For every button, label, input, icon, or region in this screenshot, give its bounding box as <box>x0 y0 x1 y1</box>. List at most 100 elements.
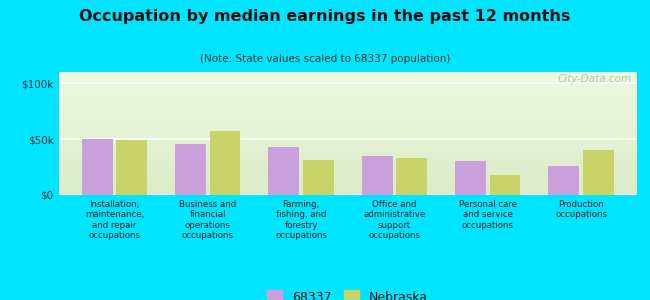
Bar <box>58 83 637 84</box>
Bar <box>58 142 637 143</box>
Bar <box>58 173 637 174</box>
Bar <box>58 137 637 138</box>
Bar <box>58 141 637 142</box>
Bar <box>58 111 637 112</box>
Bar <box>58 92 637 93</box>
Bar <box>58 105 637 106</box>
Bar <box>58 149 637 151</box>
Bar <box>58 136 637 137</box>
Bar <box>58 84 637 86</box>
Bar <box>303 160 333 195</box>
Bar <box>58 72 637 73</box>
Bar <box>58 101 637 103</box>
Bar <box>58 186 637 188</box>
Bar <box>58 127 637 129</box>
Bar <box>549 166 579 195</box>
Bar <box>58 78 637 80</box>
Bar <box>58 148 637 149</box>
Bar <box>396 158 427 195</box>
Bar <box>58 182 637 183</box>
Bar <box>58 131 637 132</box>
Bar <box>58 170 637 172</box>
Bar <box>58 153 637 154</box>
Bar <box>58 112 637 114</box>
Bar <box>58 143 637 145</box>
Bar <box>58 122 637 124</box>
Bar <box>58 129 637 130</box>
Bar <box>58 164 637 166</box>
Bar <box>58 184 637 185</box>
Bar <box>58 159 637 160</box>
Bar <box>58 114 637 115</box>
Text: City-Data.com: City-Data.com <box>557 74 631 85</box>
Bar <box>455 161 486 195</box>
Bar <box>58 146 637 147</box>
Bar <box>58 191 637 193</box>
Bar <box>58 100 637 101</box>
Bar <box>58 154 637 156</box>
Bar <box>58 168 637 169</box>
Text: Occupation by median earnings in the past 12 months: Occupation by median earnings in the pas… <box>79 9 571 24</box>
Bar <box>58 179 637 180</box>
Bar <box>58 93 637 94</box>
Bar <box>58 94 637 95</box>
Bar <box>58 124 637 125</box>
Bar <box>58 156 637 157</box>
Bar <box>58 169 637 170</box>
Bar <box>58 152 637 153</box>
Bar <box>58 108 637 109</box>
Bar <box>58 176 637 178</box>
Bar <box>58 183 637 184</box>
Bar <box>58 174 637 175</box>
Bar <box>58 88 637 89</box>
Bar <box>58 178 637 179</box>
Bar <box>58 138 637 140</box>
Bar <box>58 119 637 120</box>
Bar <box>58 120 637 121</box>
Bar <box>58 116 637 118</box>
Bar <box>210 131 240 195</box>
Bar <box>58 134 637 135</box>
Bar <box>58 145 637 146</box>
Bar <box>58 98 637 99</box>
Bar <box>58 166 637 167</box>
Bar <box>58 104 637 105</box>
Bar <box>58 130 637 131</box>
Bar <box>58 87 637 88</box>
Bar <box>58 89 637 90</box>
Bar <box>58 80 637 81</box>
Bar <box>268 147 299 195</box>
Bar <box>58 126 637 127</box>
Bar <box>58 189 637 190</box>
Bar <box>583 150 614 195</box>
Bar <box>82 139 112 195</box>
Bar <box>58 180 637 181</box>
Bar <box>58 103 637 104</box>
Bar <box>489 175 521 195</box>
Bar <box>58 121 637 122</box>
Bar <box>58 97 637 98</box>
Bar <box>58 194 637 195</box>
Bar <box>58 109 637 110</box>
Bar <box>58 163 637 164</box>
Bar <box>58 140 637 141</box>
Bar <box>58 160 637 162</box>
Bar <box>58 81 637 82</box>
Bar <box>58 85 637 87</box>
Bar <box>116 140 147 195</box>
Bar <box>58 185 637 186</box>
Bar <box>58 95 637 97</box>
Bar <box>58 132 637 134</box>
Bar <box>58 77 637 78</box>
Bar <box>58 135 637 136</box>
Bar <box>58 106 637 108</box>
Bar <box>58 151 637 152</box>
Bar <box>58 118 637 119</box>
Bar <box>58 99 637 100</box>
Text: (Note: State values scaled to 68337 population): (Note: State values scaled to 68337 popu… <box>200 54 450 64</box>
Bar <box>58 147 637 148</box>
Bar <box>58 82 637 83</box>
Bar <box>175 144 206 195</box>
Bar <box>362 156 393 195</box>
Bar <box>58 110 637 111</box>
